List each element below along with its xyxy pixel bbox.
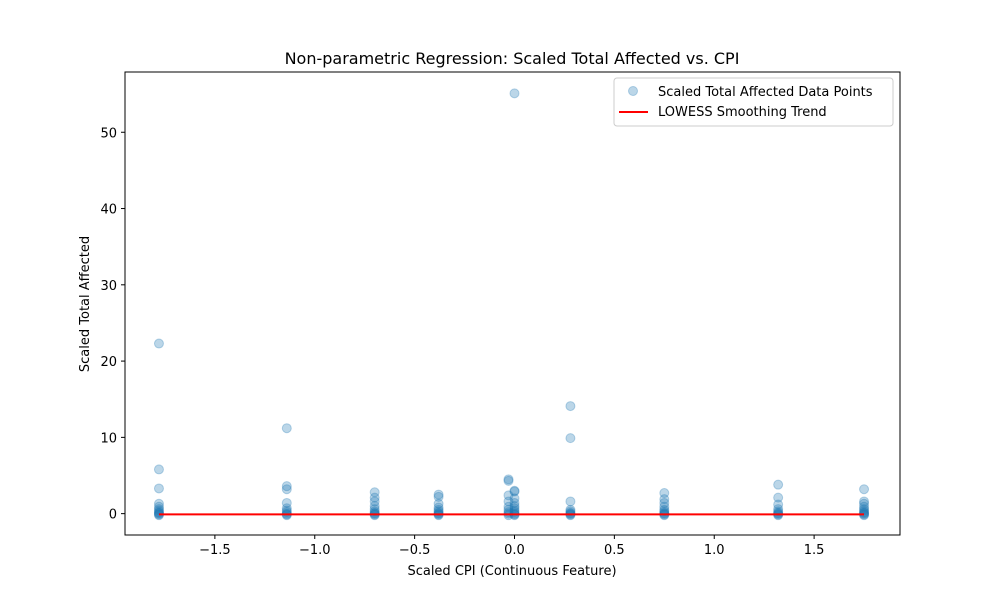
x-tick-label: 1.5: [804, 543, 825, 558]
scatter-point: [369, 496, 380, 507]
x-tick-label: −1.0: [299, 543, 331, 558]
scatter-point: [503, 475, 514, 486]
scatter-point: [433, 498, 444, 509]
scatter-point: [509, 485, 520, 496]
x-tick-label: 0.5: [604, 543, 625, 558]
scatter-point: [659, 497, 670, 508]
y-tick-label: 20: [100, 355, 117, 370]
scatter-point: [659, 488, 670, 499]
scatter-point: [659, 501, 670, 512]
y-tick-label: 10: [100, 431, 117, 446]
legend-label-lowess: LOWESS Smoothing Trend: [658, 105, 827, 120]
scatter-point: [153, 501, 164, 512]
y-tick-label: 30: [100, 279, 117, 294]
plot-frame: [124, 71, 901, 536]
scatter-point: [433, 491, 444, 502]
plot-area: [124, 71, 901, 536]
x-tick-label: −1.5: [199, 543, 231, 558]
scatter-point: [503, 496, 514, 507]
scatter-point: [153, 483, 164, 494]
scatter-point: [509, 501, 520, 512]
scatter-point: [153, 338, 164, 349]
scatter-point: [433, 489, 444, 500]
x-tick-label: −0.5: [399, 543, 431, 558]
scatter-point: [281, 423, 292, 434]
scatter-point: [281, 497, 292, 508]
scatter-point: [433, 502, 444, 513]
scatter-point: [281, 503, 292, 514]
scatter-point: [859, 501, 870, 512]
scatter-point: [859, 496, 870, 507]
scatter-point: [659, 494, 670, 505]
scatter-point: [859, 498, 870, 509]
scatter-point: [509, 497, 520, 508]
chart-title: Non-parametric Regression: Scaled Total …: [285, 49, 740, 68]
scatter-point: [565, 496, 576, 507]
scatter-point: [281, 481, 292, 492]
x-axis-label: Scaled CPI (Continuous Feature): [407, 564, 616, 579]
y-tick-label: 0: [109, 508, 117, 523]
legend-box: [613, 77, 894, 127]
scatter-point: [565, 433, 576, 444]
legend: Scaled Total Affected Data Points LOWESS…: [613, 77, 894, 127]
y-tick-label: 40: [100, 203, 117, 218]
scatter-point: [565, 401, 576, 412]
legend-label-scatter: Scaled Total Affected Data Points: [658, 85, 873, 100]
scatter-point: [369, 487, 380, 498]
scatter-point: [509, 88, 520, 99]
scatter-point: [509, 503, 520, 514]
y-axis-label: Scaled Total Affected: [78, 236, 93, 372]
y-axis: 0 10 20 30 40 50: [100, 126, 125, 523]
y-tick-label: 50: [100, 126, 117, 141]
scatter-point: [859, 484, 870, 495]
x-tick-label: 1.0: [704, 543, 725, 558]
scatter-point: [369, 492, 380, 503]
scatter-point: [153, 464, 164, 475]
scatter-point: [509, 486, 520, 497]
x-tick-label: 0.0: [504, 543, 525, 558]
scatter-point: [773, 479, 784, 490]
scatter-point: [153, 498, 164, 509]
legend-scatter-marker: [628, 86, 638, 96]
x-axis: −1.5 −1.0 −0.5 0.0 0.5 1.0 1.5: [199, 535, 824, 558]
scatter-point: [503, 474, 514, 485]
scatter-point: [773, 499, 784, 510]
scatter-point: [281, 484, 292, 495]
scatter-point: [503, 501, 514, 512]
scatter-point: [369, 501, 380, 512]
scatter-point: [503, 490, 514, 501]
scatter-point: [773, 492, 784, 503]
scatter-point: [509, 493, 520, 504]
